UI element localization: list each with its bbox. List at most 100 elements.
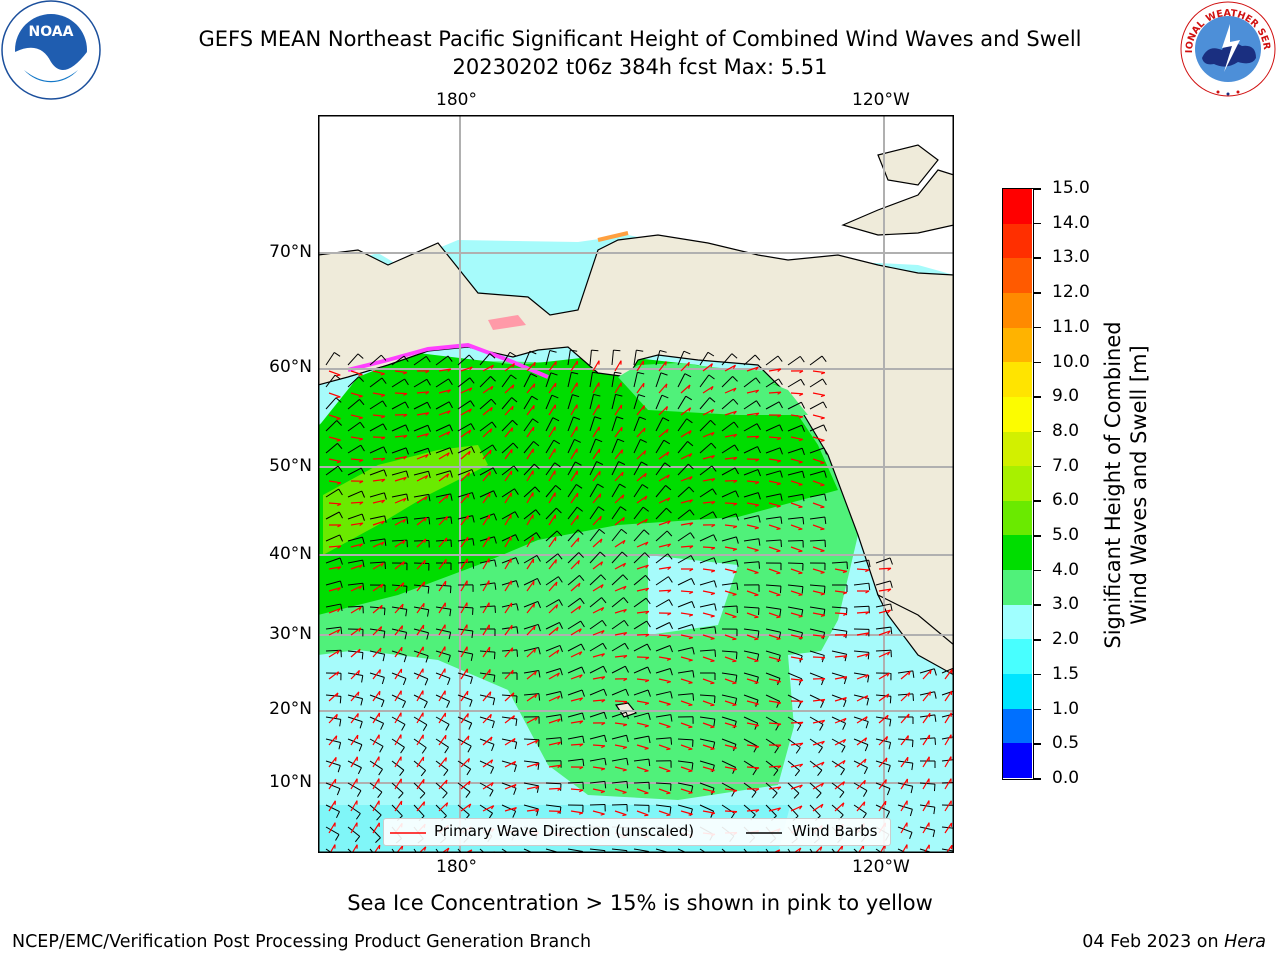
- wave-direction-arrowhead: [512, 761, 517, 766]
- wind-barb: [435, 650, 451, 663]
- wind-barb: [413, 401, 431, 410]
- wave-direction-arrowhead: [755, 366, 759, 371]
- wave-direction-arrow: [768, 368, 781, 372]
- wave-direction-arrow: [945, 844, 953, 853]
- colorbar-segment: [1003, 189, 1032, 225]
- wave-direction-arrow: [658, 497, 671, 504]
- wave-direction-arrow: [548, 361, 557, 372]
- wind-barb: [523, 418, 539, 432]
- wave-direction-arrowhead: [422, 603, 425, 608]
- wave-direction-arrow: [350, 734, 359, 746]
- wave-direction-arrowhead: [665, 361, 667, 366]
- colorbar-label: Significant Height of Combined Wind Wave…: [1100, 295, 1160, 675]
- wind-barb: [435, 539, 452, 547]
- wave-direction-arrowhead: [557, 695, 561, 700]
- wave-direction-arrowhead: [799, 679, 804, 683]
- wave-direction-arrowhead: [667, 543, 672, 548]
- wave-direction-arrowhead: [403, 393, 408, 396]
- wave-direction-arrow: [350, 822, 358, 834]
- wind-barb: [677, 578, 696, 586]
- wind-barb: [369, 826, 381, 843]
- wind-barb: [567, 781, 584, 790]
- wave-direction-arrowhead: [357, 670, 361, 675]
- wind-barb: [853, 582, 871, 591]
- wave-direction-arrow: [416, 433, 429, 438]
- wind-barb: [787, 447, 805, 456]
- wave-direction-arrowhead: [755, 458, 760, 462]
- wave-direction-arrowhead: [864, 758, 867, 763]
- wave-direction-arrow: [680, 678, 693, 684]
- wave-direction-arrowhead: [776, 528, 781, 530]
- wind-barb: [721, 848, 728, 853]
- wave-direction-arrowhead: [666, 451, 670, 456]
- wave-direction-arrow: [900, 670, 911, 680]
- wave-direction-arrow: [350, 670, 360, 680]
- wave-direction-arrow: [394, 625, 403, 636]
- wave-direction-arrow: [856, 737, 867, 746]
- colorbar-segment: [1003, 570, 1032, 606]
- wave-direction-arrow: [812, 546, 825, 552]
- nws-logo-icon: NATIONAL WEATHER SERVICE: [1178, 0, 1276, 97]
- wave-direction-arrow: [526, 492, 534, 504]
- wind-barb: [545, 668, 563, 676]
- wave-direction-arrow: [504, 514, 512, 526]
- wave-direction-arrowhead: [798, 550, 803, 553]
- wave-direction-arrow: [812, 698, 825, 702]
- wave-direction-arrow: [438, 537, 448, 548]
- wave-direction-arrowhead: [445, 516, 448, 521]
- wave-direction-arrow: [814, 846, 823, 853]
- wave-direction-arrow: [790, 568, 803, 574]
- wave-direction-arrowhead: [842, 739, 847, 744]
- wind-barb: [875, 848, 883, 853]
- wave-direction-arrow: [416, 581, 426, 592]
- wave-direction-arrow: [526, 648, 537, 658]
- wind-barb: [369, 446, 388, 454]
- wave-direction-arrow: [680, 590, 694, 593]
- colorbar-tick-mark: [1034, 743, 1041, 745]
- wave-direction-arrowhead: [579, 720, 584, 724]
- wave-direction-arrow: [460, 366, 473, 372]
- wave-direction-arrow: [812, 740, 825, 746]
- wave-direction-arrow: [702, 634, 715, 640]
- colorbar-segment: [1003, 396, 1032, 433]
- wave-direction-arrowhead: [579, 789, 584, 793]
- wave-direction-arrow: [658, 589, 672, 592]
- wave-direction-arrow: [438, 757, 447, 768]
- wind-barb: [545, 553, 563, 564]
- wind-barb: [809, 716, 824, 731]
- wave-direction-arrow: [834, 759, 846, 768]
- wave-direction-arrowhead: [841, 802, 845, 807]
- wave-direction-arrow: [680, 384, 691, 394]
- wave-direction-arrow: [504, 783, 517, 790]
- wave-direction-arrowhead: [689, 591, 694, 595]
- wind-barb: [391, 672, 407, 686]
- wave-direction-arrow: [438, 431, 451, 438]
- wind-barb: [325, 442, 343, 454]
- wave-direction-arrowhead: [579, 674, 583, 679]
- wave-direction-arrowhead: [732, 548, 737, 552]
- wave-direction-arrowhead: [777, 765, 782, 769]
- wave-direction-arrowhead: [733, 410, 737, 415]
- wave-direction-arrow: [834, 568, 847, 572]
- wave-direction-arrow: [460, 536, 469, 548]
- wind-barb: [765, 424, 784, 432]
- wind-barb: [875, 649, 892, 658]
- wave-direction-arrow: [746, 678, 759, 684]
- wave-direction-arrow: [570, 674, 583, 680]
- wind-barb: [501, 419, 518, 432]
- wind-barb: [677, 670, 695, 678]
- wave-direction-arrow: [372, 712, 380, 724]
- wave-direction-arrow: [592, 584, 604, 592]
- wind-barb: [567, 574, 585, 586]
- wind-barb: [699, 580, 717, 588]
- wave-direction-arrow: [350, 370, 363, 376]
- wind-barb: [611, 757, 629, 766]
- wave-direction-arrow: [856, 653, 869, 658]
- wave-direction-arrow: [394, 603, 404, 614]
- wave-direction-arrowhead: [732, 704, 737, 707]
- wind-barb: [699, 672, 716, 680]
- wave-direction-arrowhead: [555, 361, 557, 366]
- wave-direction-arrowhead: [447, 410, 451, 415]
- wave-direction-arrow: [350, 543, 363, 548]
- wave-direction-arrowhead: [666, 748, 671, 751]
